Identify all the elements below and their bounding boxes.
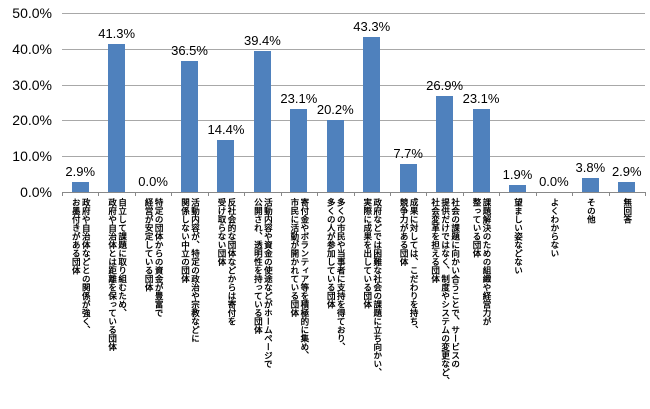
x-tick [207, 192, 209, 196]
data-label: 23.1% [280, 91, 318, 107]
x-category-label: 望ましい姿などない [512, 198, 523, 275]
x-tick [535, 192, 537, 196]
data-label: 20.2% [316, 101, 354, 117]
data-label: 39.4% [243, 32, 281, 48]
bar [581, 178, 599, 192]
x-category-label: 多くの市民や当事者に支持を得ており、 多くの人が参加している団体 [325, 198, 346, 351]
x-tick [62, 192, 63, 196]
x-category-label: 寄付金やボランティア等を積極的に集め、 市民に活動が開かれている団体 [288, 198, 309, 360]
data-label: 2.9% [611, 163, 642, 179]
x-tick [353, 192, 355, 196]
bar [618, 181, 636, 192]
x-category-label: 成果に対しては、こだわりを持ち、 競争力がある団体 [398, 198, 419, 334]
data-label: 43.3% [353, 18, 391, 34]
y-tick-label: 40.0% [12, 41, 52, 57]
y-tick-label: 50.0% [12, 5, 52, 21]
x-tick [499, 192, 501, 196]
bar [436, 95, 454, 192]
data-label: 0.0% [539, 174, 569, 189]
x-tick [608, 192, 610, 196]
x-tick [244, 192, 246, 196]
gridline [62, 84, 645, 86]
x-category-label: 活動内容や資金の使途などがホームページで 公開され、透明性を持っている団体 [252, 198, 273, 368]
bar [71, 181, 89, 192]
bar [290, 109, 308, 192]
x-tick [317, 192, 319, 196]
bar [253, 50, 271, 192]
data-label: 23.1% [462, 91, 500, 107]
x-tick [572, 192, 574, 196]
x-tick [171, 192, 173, 196]
data-label: 1.9% [502, 167, 533, 183]
bar [472, 109, 490, 192]
y-tick-label: 10.0% [12, 148, 52, 164]
data-label: 26.9% [426, 77, 464, 93]
bar [399, 164, 417, 192]
x-category-label: その他 [585, 198, 596, 224]
y-tick-label: 0.0% [20, 184, 52, 200]
gridline [62, 48, 645, 50]
bar [217, 140, 235, 192]
bar [181, 61, 199, 192]
data-label: 3.8% [575, 160, 606, 176]
x-category-label: 特定の団体からの資金が豊富で 経営が安定している団体 [143, 198, 164, 317]
gridline [62, 120, 645, 122]
bar [108, 44, 126, 192]
bar [363, 36, 381, 192]
data-label: 7.7% [393, 146, 423, 162]
data-label: 36.5% [171, 43, 208, 59]
gridline [62, 13, 645, 14]
x-tick [134, 192, 136, 196]
y-tick-label: 30.0% [12, 77, 52, 93]
x-category-label: 自立して課題に取り組むため、 政府や自治体とは距離を保っている団体 [106, 198, 127, 351]
y-tick-label: 20.0% [12, 112, 52, 128]
data-label: 2.9% [65, 163, 96, 179]
x-tick [462, 192, 464, 196]
bar [326, 119, 344, 192]
data-label: 0.0% [138, 174, 168, 189]
x-tick [645, 192, 646, 196]
gridline [62, 156, 645, 158]
x-category-label: よくわからない [548, 198, 559, 258]
bar [508, 185, 526, 192]
data-label: 14.4% [207, 122, 245, 138]
x-category-label: 政府や自治体などとの関係が強く、 お墨付きがある団体 [70, 198, 91, 334]
x-tick [426, 192, 428, 196]
data-label: 41.3% [98, 26, 136, 42]
x-tick [98, 192, 100, 196]
x-tick [280, 192, 282, 196]
x-tick [389, 192, 391, 196]
x-category-label: 無回答 [621, 198, 632, 224]
x-category-label: 社会の課題に向かい合うことで、サービスの 提供だけではなく、制度やシステムの変更… [429, 198, 460, 385]
x-category-label: 政府などでは困難な社会の課題に立ち向かい、 実際に成果を出している団体 [361, 198, 382, 377]
x-category-label: 課題解決のための組織や経営力が 整っている団体 [471, 198, 492, 326]
x-category-label: 反社会的な団体などからは寄付を 受け取らない団体 [215, 198, 236, 326]
x-category-label: 活動内容が、特定の政治や宗教などに 関係しない中立の団体 [179, 198, 200, 343]
